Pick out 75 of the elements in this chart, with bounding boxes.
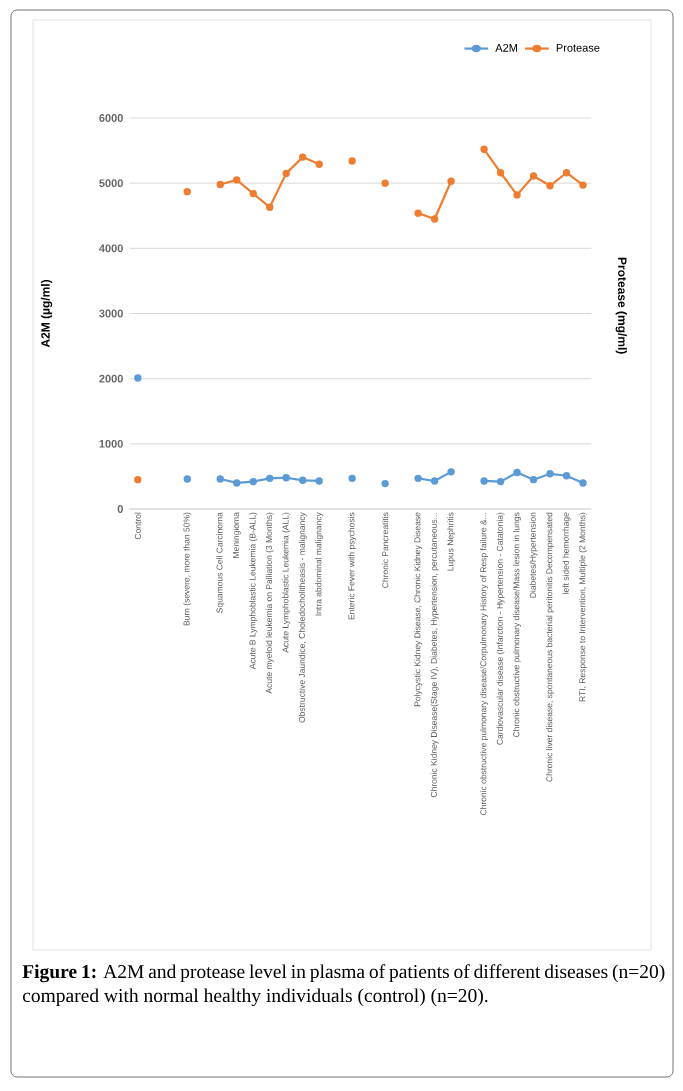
x-tick-label: Control <box>134 512 141 540</box>
point <box>480 145 488 153</box>
x-tick-label: Chronic Kidney Disease(Stage IV), Diabetes, Hypertension, percutaneous... <box>430 513 439 798</box>
x-tick-label: left sided hemorrhage <box>562 512 571 594</box>
point <box>249 477 257 486</box>
x-tick-label: Obstructive Jaundice, Choledocholitheasis - malignancy <box>298 512 307 723</box>
point <box>134 475 142 484</box>
x-tick-label: Lupus Nephritis <box>447 512 456 571</box>
point <box>134 374 142 382</box>
x-tick-label: Burn (severe, more than 50%) <box>183 512 192 626</box>
y-axis-title: A2M (µg/ml) <box>40 279 53 348</box>
point <box>529 475 538 484</box>
point <box>381 479 389 488</box>
point <box>430 477 439 485</box>
point <box>562 472 571 480</box>
point <box>298 476 307 485</box>
x-tick-label: Chronic obstructive pulmonary disease/Corpulmonary History of Resp failure &... <box>480 513 489 816</box>
point <box>348 474 356 483</box>
x-tick-label: Chronic liver disease, spontaneous bacterial peritonitis Decompensated <box>546 512 554 782</box>
point <box>414 474 422 483</box>
point <box>496 169 505 177</box>
point <box>266 474 274 483</box>
point <box>579 181 587 189</box>
point <box>298 153 307 161</box>
y-tick-label: 0 <box>117 505 123 513</box>
point <box>546 182 554 190</box>
point <box>562 169 571 177</box>
point <box>348 157 356 165</box>
point <box>414 209 422 217</box>
point <box>579 479 587 487</box>
legend-label: A2M <box>495 43 517 52</box>
point <box>546 470 554 478</box>
point <box>447 177 455 185</box>
point <box>183 187 191 196</box>
x-tick-label: Diabetes/Hypertension <box>529 512 538 598</box>
x-tick-label: Polycystic Kidney Disease, Chronic Kidney Disease <box>414 512 423 707</box>
point <box>480 477 488 485</box>
x-tick-label: Acute B Lymphoblastic Leukemia (B-ALL) <box>249 512 258 670</box>
point <box>315 477 323 485</box>
point <box>381 179 389 187</box>
x-tick-label: Acute myeloid leukemia on Palliation (3 Months) <box>265 512 274 694</box>
legend-label: Protease <box>556 44 600 52</box>
x-tick-label: Enteric Fever with psychosis <box>348 512 357 620</box>
x-tick-label: Meningioma <box>232 512 241 558</box>
y-tick-label: 6000 <box>99 114 123 122</box>
x-tick-label: Chronic Pancreatitis <box>382 512 389 588</box>
x-tick-label: Squamous Cell Carcinoma <box>216 512 225 613</box>
point <box>233 176 241 184</box>
x-tick-label: Acute Lymphoblastic Leukemia (ALL) <box>282 512 291 653</box>
y2-axis-title: Protease (mg/ml) <box>615 257 627 354</box>
x-tick-label: RTI, Response to Intervention, Multiple (2 Months) <box>579 512 587 702</box>
point <box>216 180 224 189</box>
y-tick-label: 1000 <box>99 439 123 448</box>
point <box>282 474 290 482</box>
point <box>315 160 323 168</box>
y-tick-label: 5000 <box>99 179 123 188</box>
y-tick-label: 4000 <box>99 244 123 253</box>
point <box>266 203 274 211</box>
x-tick-label: Cardiovascular disease (Infarction - Hypertension - Catatonia) <box>496 512 505 745</box>
point <box>529 172 538 180</box>
point <box>513 468 521 477</box>
y-tick-label: 2000 <box>99 374 123 383</box>
text: Figure 1: A2M and protease level in plasma of patients of different diseases (n=20) compared with normal healthy individuals (control) (n=20). <box>22 964 665 1007</box>
point <box>282 169 290 178</box>
x-tick-label: Intra abdominal malignancy <box>315 512 324 616</box>
point <box>249 189 257 198</box>
point <box>183 475 191 483</box>
point <box>447 468 455 476</box>
point <box>233 479 241 487</box>
point <box>430 215 439 223</box>
x-tick-label: Chronic obstructive pulmonary disease/Mass lesion in lungs <box>513 512 522 738</box>
point <box>496 477 505 486</box>
y-tick-label: 3000 <box>99 309 123 318</box>
point <box>216 475 224 483</box>
point <box>513 191 521 199</box>
